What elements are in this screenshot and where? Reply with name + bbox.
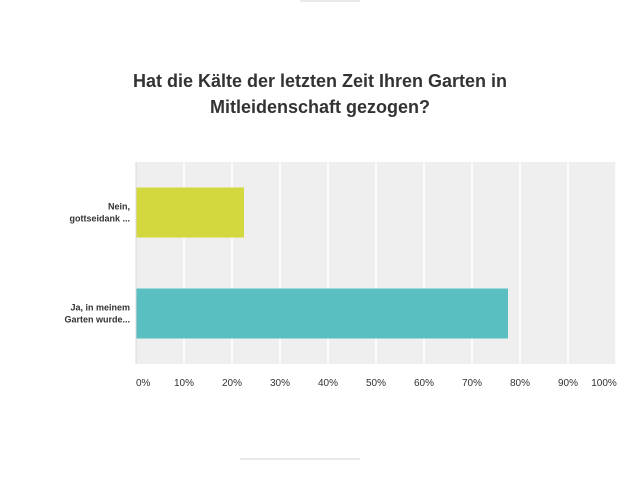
x-tick-label-0: 0% bbox=[136, 378, 151, 389]
chart-title-line-2: Mitleidenschaft gezogen? bbox=[209, 97, 431, 117]
x-tick-label-10: 10% bbox=[174, 378, 194, 389]
category-label-0-1: gottseidank ... bbox=[69, 214, 130, 224]
x-tick-label-30: 30% bbox=[270, 378, 290, 389]
chart-title: Hat die Kälte der letzten Zeit Ihren Gar… bbox=[0, 68, 640, 120]
bar-nein bbox=[136, 187, 244, 238]
x-tick-label-100: 100% bbox=[591, 378, 617, 389]
category-label-0-0: Nein, bbox=[108, 202, 130, 212]
x-tick-label-70: 70% bbox=[462, 378, 482, 389]
x-tick-label-50: 50% bbox=[366, 378, 386, 389]
bottom-decoration bbox=[240, 458, 360, 460]
bar-ja bbox=[136, 288, 508, 339]
x-tick-label-40: 40% bbox=[318, 378, 338, 389]
category-label-1-1: Garten wurde... bbox=[64, 315, 130, 325]
x-tick-label-90: 90% bbox=[558, 378, 578, 389]
x-tick-label-20: 20% bbox=[222, 378, 242, 389]
chart-title-line-1: Hat die Kälte der letzten Zeit Ihren Gar… bbox=[132, 71, 508, 91]
x-tick-label-60: 60% bbox=[414, 378, 434, 389]
category-label-1-0: Ja, in meinem bbox=[70, 303, 130, 313]
x-tick-label-80: 80% bbox=[510, 378, 530, 389]
top-decoration bbox=[300, 0, 360, 2]
